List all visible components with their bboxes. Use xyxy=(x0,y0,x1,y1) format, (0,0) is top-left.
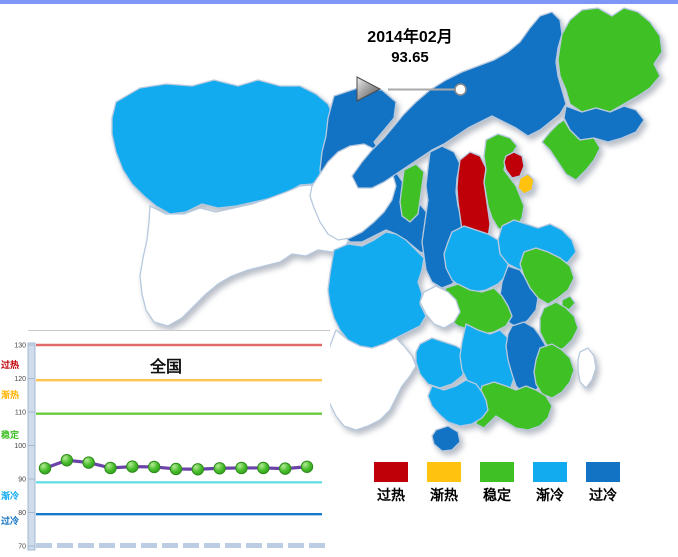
province-taiwan[interactable] xyxy=(577,347,597,389)
legend-swatch-overheat xyxy=(374,462,408,482)
province-hebei[interactable] xyxy=(483,133,525,233)
province-heilongjiang[interactable] xyxy=(557,7,663,113)
legend-label-overheat: 过热 xyxy=(377,487,405,503)
threshold-label-1: 渐热 xyxy=(1,389,19,400)
play-button[interactable] xyxy=(356,76,382,102)
threshold-label-0: 过热 xyxy=(1,359,19,370)
national-trend-chart-panel: 130 120 110 100 90 80 70 过热渐热稳定渐冷过冷 全国 xyxy=(0,330,330,557)
province-xizang[interactable] xyxy=(139,184,351,327)
legend-item-stable: 稳定 xyxy=(480,462,514,505)
y-tick-label: 110 xyxy=(15,410,26,417)
province-neimenggu[interactable] xyxy=(351,11,567,189)
time-panel: 2014年02月 93.65 xyxy=(335,28,485,67)
data-point-2 xyxy=(82,456,95,469)
current-period-label: 2014年02月 xyxy=(367,29,453,46)
data-point-1 xyxy=(60,454,74,467)
province-fujian[interactable] xyxy=(533,343,575,399)
timeline-control xyxy=(356,76,467,102)
legend-swatch-cold xyxy=(586,462,620,482)
data-point-11 xyxy=(278,462,292,475)
legend-swatch-stable xyxy=(480,462,514,482)
threshold-label-2: 稳定 xyxy=(1,429,20,440)
province-guangxi[interactable] xyxy=(427,379,489,427)
y-tick-label: 130 xyxy=(14,343,26,350)
current-index-value: 93.65 xyxy=(391,49,429,66)
y-tick-label: 120 xyxy=(14,376,26,383)
legend-label-cooling: 渐冷 xyxy=(536,487,564,503)
y-tick-label: 90 xyxy=(18,477,26,484)
province-xinjiang[interactable] xyxy=(111,79,337,215)
province-guizhou[interactable] xyxy=(415,337,469,389)
threshold-label-3: 渐冷 xyxy=(1,490,19,501)
y-tick-label: 100 xyxy=(14,443,26,450)
legend-label-stable: 稳定 xyxy=(483,487,511,503)
y-tick-label: 70 xyxy=(18,544,26,551)
chart-title: 全国 xyxy=(149,357,182,376)
data-point-0 xyxy=(38,462,52,475)
data-point-5 xyxy=(147,460,161,474)
data-point-4 xyxy=(126,460,139,473)
legend-item-overheat: 过热 xyxy=(374,462,408,505)
province-liaoning[interactable] xyxy=(541,119,601,181)
data-point-9 xyxy=(235,461,248,475)
data-point-6 xyxy=(169,462,183,476)
province-tianjin[interactable] xyxy=(517,173,535,195)
legend-label-warming: 渐热 xyxy=(430,487,458,503)
window-top-border xyxy=(0,0,678,4)
legend-item-cooling: 渐冷 xyxy=(533,462,567,505)
legend-swatch-warming xyxy=(427,462,461,482)
y-tick-label: 80 xyxy=(18,510,26,517)
province-zhejiang[interactable] xyxy=(539,301,579,353)
data-point-10 xyxy=(257,461,270,475)
map-legend: 过热 渐热 稳定 渐冷 过冷 xyxy=(374,462,620,505)
province-chongqing[interactable] xyxy=(419,285,461,329)
data-point-3 xyxy=(104,461,117,475)
data-point-12 xyxy=(300,460,314,473)
legend-label-cold: 过冷 xyxy=(589,487,617,503)
data-point-8 xyxy=(213,462,226,475)
legend-item-warming: 渐热 xyxy=(427,462,461,505)
province-henan[interactable] xyxy=(443,225,509,293)
province-sichuan[interactable] xyxy=(327,231,427,349)
legend-item-cold: 过冷 xyxy=(586,462,620,505)
threshold-label-4: 过冷 xyxy=(1,515,19,526)
province-hainan[interactable] xyxy=(431,425,461,452)
province-beijing[interactable] xyxy=(503,151,525,179)
data-point-7 xyxy=(191,463,205,476)
legend-swatch-cooling xyxy=(533,462,567,482)
timeline-slider-handle[interactable] xyxy=(454,83,467,96)
province-ningxia[interactable] xyxy=(399,163,425,223)
